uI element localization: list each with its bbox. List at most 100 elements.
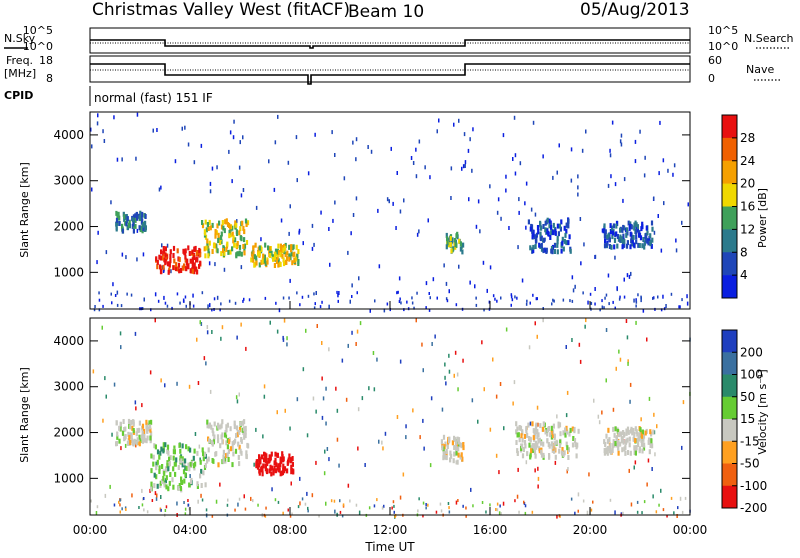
velocity-echo <box>632 428 635 433</box>
velocity-echo <box>142 428 146 434</box>
velocity-echo <box>286 468 289 474</box>
power-echo <box>277 258 280 264</box>
power-speckle <box>352 213 355 217</box>
velocity-echo <box>640 437 643 443</box>
power-ylabel: Slant Range [km] <box>18 162 31 258</box>
velocity-echo <box>650 438 653 444</box>
power-echo <box>239 226 242 232</box>
power-echo <box>253 262 256 268</box>
velocity-echo <box>641 448 644 454</box>
velocity-echo <box>163 470 166 476</box>
velocity-speckle <box>656 424 658 429</box>
power-speckle <box>580 261 582 266</box>
velocity-echo <box>211 427 214 433</box>
velocity-colorbar-label: Velocity [m s⁻¹] <box>756 369 769 454</box>
power-echo <box>603 233 606 239</box>
power-echo <box>629 223 632 229</box>
velocity-echo <box>636 431 639 437</box>
velocity-speckle <box>542 318 544 323</box>
power-speckle <box>289 278 291 283</box>
power-ground-scatter <box>288 296 290 300</box>
velocity-echo <box>542 452 545 458</box>
velocity-echo <box>185 466 188 471</box>
velocity-echo <box>639 431 643 436</box>
power-speckle <box>675 248 678 253</box>
power-echo <box>627 220 630 226</box>
velocity-ground-scatter <box>184 512 187 516</box>
velocity-speckle <box>499 382 502 386</box>
velocity-echo <box>538 448 541 454</box>
power-colorbar-swatch <box>722 206 737 230</box>
velocity-echo <box>222 449 225 455</box>
velocity-echo <box>206 458 209 464</box>
velocity-echo <box>149 427 152 433</box>
power-ground-scatter <box>242 299 244 303</box>
velocity-echo <box>609 444 612 450</box>
velocity-echo <box>179 448 182 454</box>
velocity-echo <box>130 434 133 440</box>
velocity-speckle <box>653 412 655 417</box>
power-echo <box>567 218 570 224</box>
power-echo <box>635 239 638 245</box>
velocity-echo <box>526 451 529 457</box>
power-echo <box>556 223 559 229</box>
power-speckle <box>125 255 127 260</box>
velocity-echo <box>123 436 126 442</box>
power-echo <box>640 226 643 232</box>
power-echo <box>611 225 614 231</box>
power-speckle <box>232 135 235 140</box>
power-speckle <box>505 174 507 179</box>
velocity-speckle <box>271 487 273 492</box>
power-speckle <box>450 166 453 171</box>
velocity-speckle <box>635 320 637 325</box>
velocity-echo <box>241 427 244 433</box>
velocity-speckle <box>597 414 600 419</box>
power-echo <box>279 262 282 267</box>
velocity-echo <box>217 438 220 444</box>
velocity-echo <box>192 463 195 469</box>
velocity-speckle <box>566 390 569 395</box>
velocity-echo <box>141 423 145 429</box>
velocity-echo <box>263 457 266 463</box>
power-echo <box>554 230 557 236</box>
power-speckle <box>103 139 106 143</box>
velocity-echo <box>640 433 644 439</box>
power-ground-scatter <box>264 296 267 300</box>
power-speckle <box>622 198 624 203</box>
power-ground-scatter <box>126 292 128 296</box>
velocity-echo <box>204 462 207 468</box>
power-echo <box>533 234 537 240</box>
power-echo <box>250 257 253 263</box>
velocity-ground-scatter <box>289 514 292 518</box>
power-ground-scatter <box>396 291 398 295</box>
velocity-echo <box>274 451 277 457</box>
power-ground-scatter <box>571 299 574 303</box>
velocity-speckle <box>633 465 635 470</box>
power-echo <box>214 233 217 239</box>
velocity-echo <box>442 451 445 457</box>
power-ground-scatter <box>102 304 104 308</box>
velocity-echo <box>244 425 247 431</box>
power-echo <box>534 244 537 249</box>
velocity-echo <box>145 419 148 425</box>
power-echo <box>115 217 119 223</box>
velocity-echo <box>633 431 636 437</box>
power-echo <box>288 253 291 259</box>
power-speckle <box>154 292 157 297</box>
power-echo <box>284 252 287 257</box>
power-speckle <box>534 212 537 217</box>
power-ground-scatter <box>608 302 610 306</box>
power-echo <box>155 256 158 262</box>
velocity-speckle <box>328 347 330 352</box>
power-echo <box>144 220 147 226</box>
velocity-echo <box>243 434 246 440</box>
velocity-echo <box>546 431 549 437</box>
velocity-speckle <box>345 397 348 402</box>
velocity-ground-scatter <box>227 498 229 502</box>
velocity-echo <box>444 451 447 457</box>
velocity-speckle <box>176 381 178 386</box>
power-speckle <box>438 118 440 123</box>
power-speckle <box>329 262 331 267</box>
power-echo <box>609 223 612 229</box>
velocity-ground-scatter <box>339 510 342 514</box>
